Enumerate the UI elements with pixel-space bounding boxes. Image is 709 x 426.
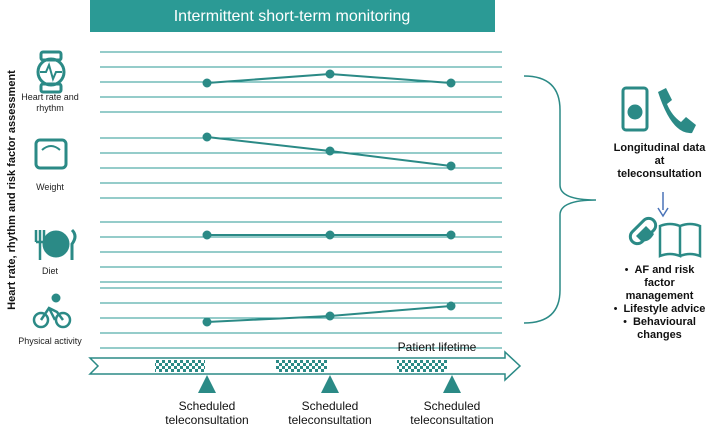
- window: [276, 360, 327, 372]
- bullet: Behavioural changes: [612, 316, 707, 342]
- event-label: Scheduled teleconsultation: [165, 399, 249, 426]
- title: Intermittent short-term monitoring: [174, 8, 411, 25]
- brace: [523, 75, 597, 324]
- timeline-label: Patient lifetime: [398, 340, 477, 354]
- right-icons: [621, 86, 702, 258]
- param-label: Physical activity: [18, 336, 82, 346]
- event-markers: [198, 375, 461, 393]
- icons: [32, 50, 77, 329]
- event-label: Scheduled teleconsultation: [410, 399, 494, 426]
- arrow-head: [657, 207, 669, 218]
- side-label: Heart rate, rhythm and risk factor asses…: [6, 70, 18, 310]
- panel-title: Longitudinal data at teleconsultation: [613, 142, 706, 180]
- trend-lines: [202, 69, 456, 327]
- bullet-list: AF and risk factor management Lifestyle …: [612, 264, 707, 342]
- window: [397, 360, 447, 372]
- param-label: Diet: [41, 266, 58, 276]
- window: [155, 360, 205, 372]
- grid: [100, 51, 502, 349]
- event-label: Scheduled teleconsultation: [288, 399, 372, 426]
- param-label: Heart rate and rhythm: [21, 92, 79, 113]
- title-banner: [90, 0, 495, 32]
- param-label: Weight: [36, 182, 64, 192]
- bullet: AF and risk factor management: [612, 264, 707, 303]
- bullet: Lifestyle advice: [612, 303, 707, 316]
